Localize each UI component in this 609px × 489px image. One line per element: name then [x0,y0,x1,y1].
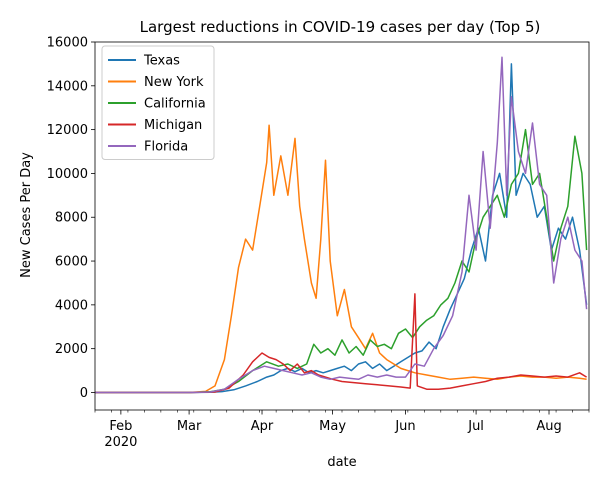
x-tick-label: May [319,419,346,434]
x-tick-label: Mar [177,419,202,434]
x-tick-label: Apr [251,419,274,434]
x-tick-label: Feb [109,419,132,434]
y-tick-label: 14000 [47,79,88,94]
y-tick-label: 2000 [55,342,88,357]
y-axis-label: New Cases Per Day [19,152,34,278]
y-tick-label: 16000 [47,36,88,51]
x-tick-label: Aug [536,419,561,434]
y-axis: 0 2000 4000 6000 8000 10000 12000 14000 16000 [47,36,95,401]
legend-label: New York [144,75,204,90]
y-tick-label: 10000 [47,167,88,182]
x-tick-sublabel: 2020 [104,435,137,450]
x-tick-label: Jul [467,419,484,434]
legend-label: California [144,97,206,112]
y-tick-label: 8000 [55,211,88,226]
y-tick-label: 6000 [55,255,88,270]
series-line-michigan [95,293,587,394]
x-axis-label: date [327,455,356,470]
plot-area [94,41,590,411]
x-tick-label: Jun [394,419,415,434]
legend-label: Michigan [144,118,202,133]
legend-label: Florida [144,140,188,155]
y-tick-label: 0 [80,386,88,401]
legend: Texas New York California Michigan Florida [101,45,215,160]
series-line-texas [95,63,588,394]
y-tick-label: 12000 [47,123,88,138]
series-line-california [95,128,588,394]
y-tick-label: 4000 [55,298,88,313]
chart-title: Largest reductions in COVID-19 cases per… [140,18,541,36]
series-line-florida [95,56,588,394]
legend-box [101,45,215,160]
series-line-new-york [95,124,587,394]
legend-label: Texas [143,54,180,69]
